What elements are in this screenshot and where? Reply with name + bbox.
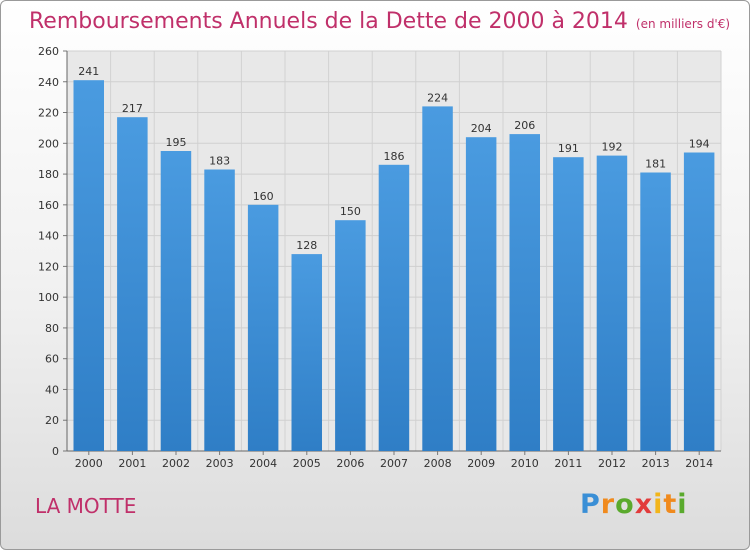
value-label-2005: 128 xyxy=(296,239,317,252)
logo-letter: o xyxy=(615,489,635,520)
bar-2008 xyxy=(422,106,453,452)
y-tick-label: 120 xyxy=(38,260,59,273)
value-label-2010: 206 xyxy=(514,119,535,132)
bar-2003 xyxy=(204,169,235,451)
x-tick-label-2003: 2003 xyxy=(206,457,234,470)
y-tick-label: 200 xyxy=(38,137,59,150)
logo-letter: i xyxy=(677,489,688,520)
chart-title-text: Remboursements Annuels de la Dette de 20… xyxy=(29,9,628,34)
place-name: LA MOTTE xyxy=(35,494,137,518)
x-tick-label-2001: 2001 xyxy=(118,457,146,470)
proxiti-logo[interactable]: Proxiti xyxy=(580,489,688,520)
bar-2000 xyxy=(73,80,104,451)
x-tick-label-2008: 2008 xyxy=(424,457,452,470)
x-tick-label-2002: 2002 xyxy=(162,457,190,470)
value-label-2014: 194 xyxy=(689,138,710,151)
y-tick-label: 260 xyxy=(38,45,59,58)
y-tick-label: 180 xyxy=(38,168,59,181)
logo-letter: t xyxy=(663,489,678,520)
value-label-2008: 224 xyxy=(427,91,448,104)
value-label-2003: 183 xyxy=(209,154,230,167)
y-tick-label: 160 xyxy=(38,199,59,212)
value-label-2002: 195 xyxy=(166,136,187,149)
y-tick-label: 220 xyxy=(38,107,59,120)
bar-2001 xyxy=(117,117,148,451)
value-label-2012: 192 xyxy=(602,141,623,154)
x-tick-label-2009: 2009 xyxy=(467,457,495,470)
value-label-2009: 204 xyxy=(471,122,492,135)
value-label-2000: 241 xyxy=(78,65,99,78)
bar-2014 xyxy=(683,152,715,451)
bar-2006 xyxy=(335,220,366,451)
value-label-2001: 217 xyxy=(122,102,143,115)
value-label-2006: 150 xyxy=(340,205,361,218)
bar-2011 xyxy=(553,157,584,451)
x-tick-label-2013: 2013 xyxy=(642,457,670,470)
x-tick-label-2000: 2000 xyxy=(75,457,103,470)
x-tick-label-2011: 2011 xyxy=(554,457,582,470)
x-tick-label-2007: 2007 xyxy=(380,457,408,470)
bar-2007 xyxy=(378,164,410,452)
y-tick-label: 20 xyxy=(45,414,59,427)
bar-2009 xyxy=(465,137,497,451)
x-tick-label-2005: 2005 xyxy=(293,457,321,470)
x-tick-label-2006: 2006 xyxy=(336,457,364,470)
y-tick-label: 240 xyxy=(38,76,59,89)
bar-2012 xyxy=(596,155,628,451)
x-tick-label-2014: 2014 xyxy=(685,457,713,470)
y-tick-label: 80 xyxy=(45,322,59,335)
logo-letter: i xyxy=(653,489,664,520)
chart-subtitle: (en milliers d'€) xyxy=(635,17,731,31)
value-label-2011: 191 xyxy=(558,142,579,155)
logo-letter: x xyxy=(634,489,654,520)
y-tick-label: 60 xyxy=(45,353,59,366)
logo-letter: r xyxy=(600,489,616,520)
bar-2013 xyxy=(640,172,671,451)
x-tick-label-2010: 2010 xyxy=(511,457,539,470)
y-tick-label: 100 xyxy=(38,291,59,304)
y-tick-label: 140 xyxy=(38,230,59,243)
y-tick-label: 40 xyxy=(45,383,59,396)
bar-2005 xyxy=(291,254,322,451)
y-tick-label: 0 xyxy=(52,445,59,458)
logo-letter: P xyxy=(580,489,601,520)
bar-2010 xyxy=(509,134,540,451)
value-label-2004: 160 xyxy=(253,190,274,203)
x-tick-label-2004: 2004 xyxy=(249,457,277,470)
value-label-2013: 181 xyxy=(645,158,666,171)
x-tick-label-2012: 2012 xyxy=(598,457,626,470)
bar-2002 xyxy=(160,151,192,451)
bar-2004 xyxy=(247,204,279,451)
value-label-2007: 186 xyxy=(384,150,405,163)
chart-title: Remboursements Annuels de la Dette de 20… xyxy=(29,9,730,34)
